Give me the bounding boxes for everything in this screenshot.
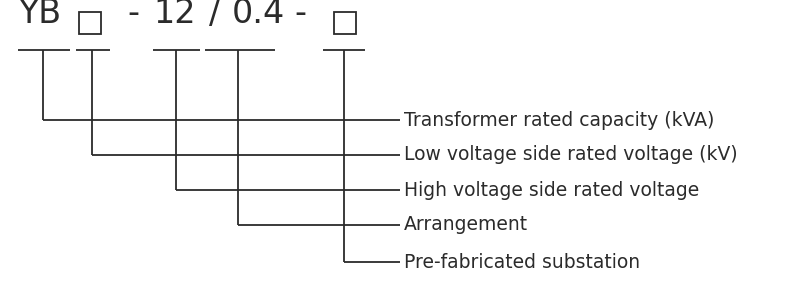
Text: Low voltage side rated voltage (kV): Low voltage side rated voltage (kV) xyxy=(404,146,738,164)
Text: Pre-fabricated substation: Pre-fabricated substation xyxy=(404,253,640,271)
Bar xyxy=(79,12,101,34)
Text: /: / xyxy=(210,0,221,30)
Text: -: - xyxy=(127,0,139,30)
Text: -: - xyxy=(294,0,306,30)
Text: High voltage side rated voltage: High voltage side rated voltage xyxy=(404,180,699,200)
Text: 12: 12 xyxy=(154,0,196,30)
Text: Transformer rated capacity (kVA): Transformer rated capacity (kVA) xyxy=(404,110,714,130)
Text: Arrangement: Arrangement xyxy=(404,215,528,235)
Text: YB: YB xyxy=(18,0,62,30)
Text: 0.4: 0.4 xyxy=(231,0,285,30)
Bar xyxy=(334,12,356,34)
